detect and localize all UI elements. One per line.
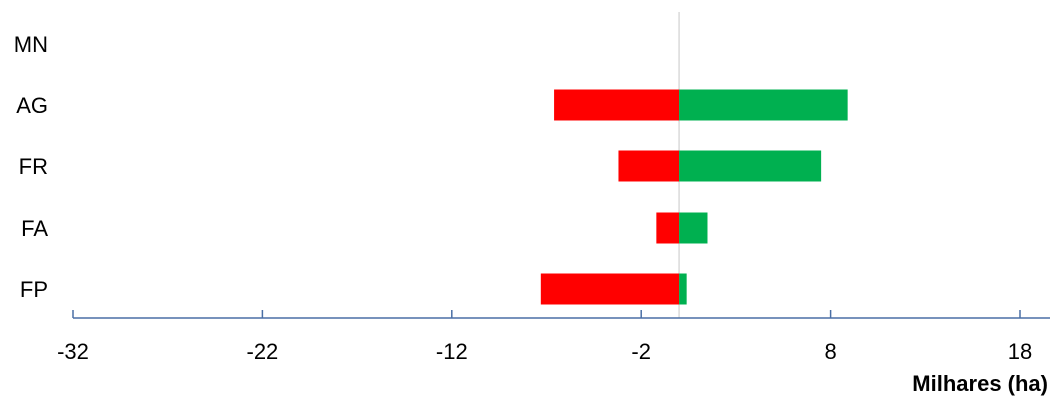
x-tick-label: -2 bbox=[631, 339, 651, 364]
x-tick-label: 18 bbox=[1008, 339, 1032, 364]
category-label-ag: AG bbox=[16, 93, 48, 118]
bar-ag-negative bbox=[554, 89, 680, 121]
category-label-fr: FR bbox=[19, 154, 48, 179]
bar-ag-positive bbox=[679, 89, 848, 121]
x-tick-label: 8 bbox=[824, 339, 836, 364]
x-tick-label: -32 bbox=[57, 339, 89, 364]
x-tick-label: -22 bbox=[247, 339, 279, 364]
category-label-fa: FA bbox=[21, 216, 48, 241]
bar-fr-negative bbox=[618, 150, 680, 182]
x-tick-label: -12 bbox=[436, 339, 468, 364]
bar-fa-positive bbox=[679, 212, 708, 244]
x-axis-title: Milhares (ha) bbox=[912, 371, 1048, 396]
bar-fp-positive bbox=[679, 273, 687, 305]
bar-fp-negative bbox=[540, 273, 680, 305]
bar-fa-negative bbox=[656, 212, 680, 244]
category-label-fp: FP bbox=[20, 277, 48, 302]
bar-fr-positive bbox=[679, 150, 822, 182]
category-label-mn: MN bbox=[14, 32, 48, 57]
